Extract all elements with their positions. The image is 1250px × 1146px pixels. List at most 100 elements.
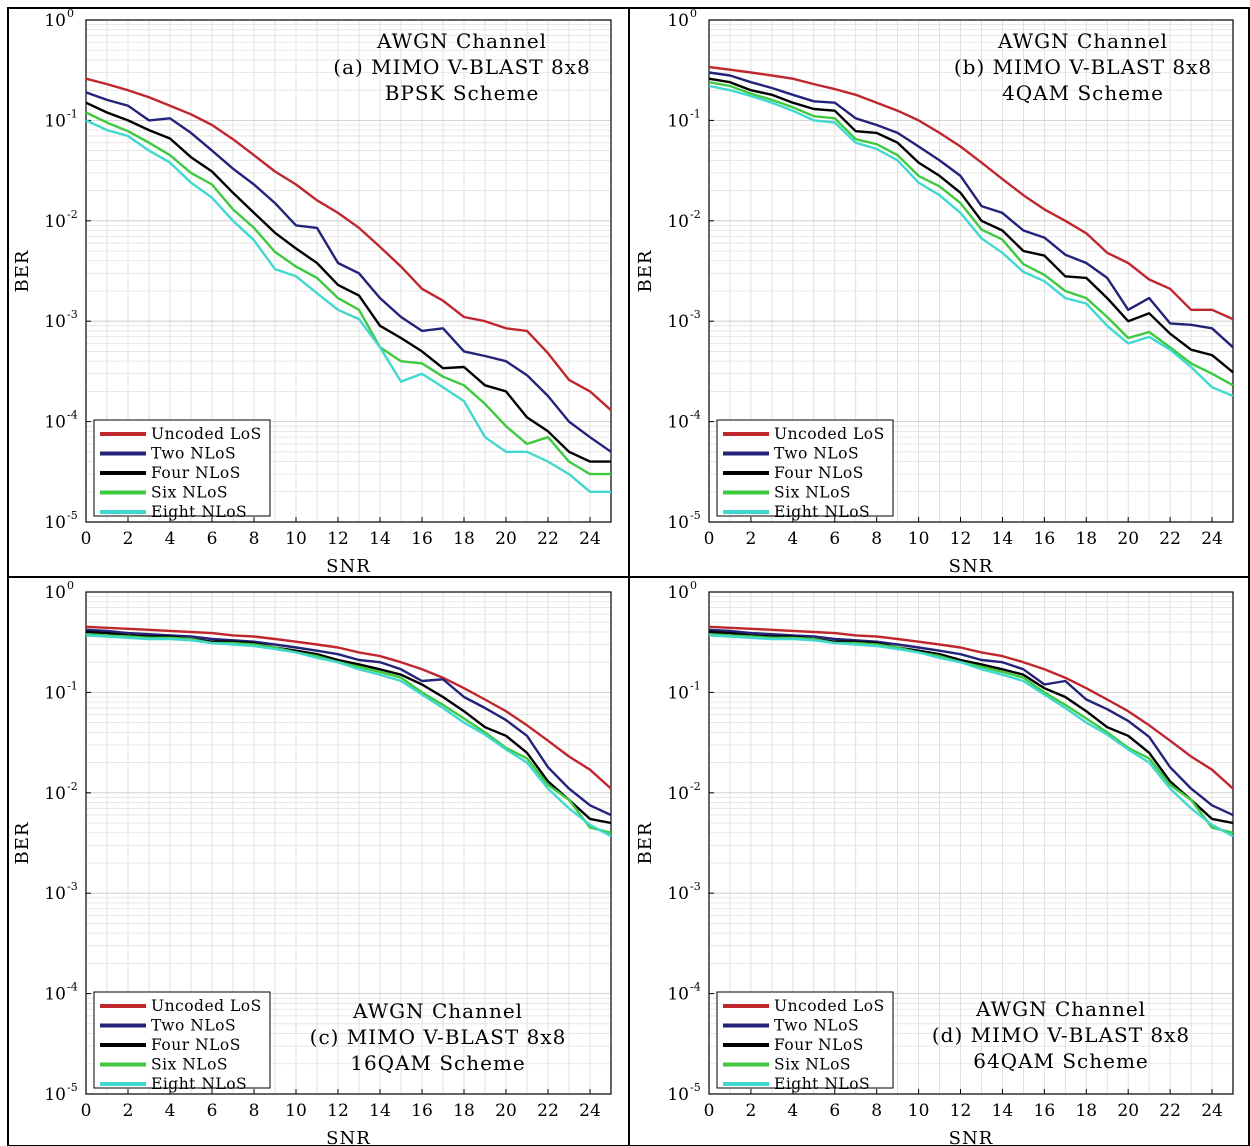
y-tick-base: 10 [667,784,689,804]
x-tick-label: 4 [165,529,176,549]
x-tick-label: 22 [537,529,559,549]
y-tick-label: 10 [44,111,66,131]
y-tick-base: 10 [667,985,689,1005]
y-tick-label: 10 [44,413,66,433]
legend-label: Uncoded LoS [151,997,262,1015]
legend-label: Eight NLoS [774,1075,870,1093]
y-tick-label: 10 [44,513,66,533]
y-tick-label: 10 [44,1085,66,1105]
y-tick-exponent: -5 [67,509,78,522]
series-line-four-nlos [85,101,611,463]
annotation-line: (b) MIMO V-BLAST 8x8 [954,55,1212,79]
x-axis-label: SNR [326,1128,371,1146]
x-tick-label: 22 [537,1101,559,1121]
annotation-line: AWGN Channel [975,997,1146,1021]
legend-label: Eight NLoS [774,503,870,521]
x-tick-label: 6 [829,529,840,549]
x-tick-label: 4 [787,1101,798,1121]
y-tick-exponent: -2 [67,780,78,793]
x-tick-label: 0 [704,1101,715,1121]
y-tick-label: 10 [44,312,66,332]
y-axis-label: BER [12,250,33,293]
y-tick-label: 10 [667,884,689,904]
y-tick-exponent: -1 [690,107,701,120]
y-tick-label: 10 [667,312,689,332]
y-tick-label: 10 [44,784,66,804]
axes-box [708,591,1234,1095]
y-tick-base: 10 [44,784,66,804]
series-line-uncoded-los [708,65,1234,321]
x-tick-label: 20 [1117,529,1139,549]
x-tick-label: 4 [787,529,798,549]
x-tick-label: 14 [369,1101,391,1121]
y-tick-base: 10 [667,312,689,332]
legend-label: Uncoded LoS [774,425,885,443]
x-tick-label: 10 [285,1101,307,1121]
x-tick-label: 8 [871,1101,882,1121]
y-tick-label: 10 [667,784,689,804]
x-tick-label: 12 [327,1101,349,1121]
y-tick-label: 10 [667,111,689,131]
x-tick-label: 16 [411,529,433,549]
y-tick-exponent: 0 [690,579,697,592]
x-tick-label: 16 [411,1101,433,1121]
y-tick-base: 10 [667,513,689,533]
x-tick-label: 2 [746,529,757,549]
x-tick-label: 6 [207,1101,218,1121]
legend-label: Four NLoS [774,1036,864,1054]
y-tick-exponent: -1 [67,679,78,692]
series-line-uncoded-los [708,625,1234,790]
x-tick-label: 8 [249,529,260,549]
axes-box [708,19,1234,523]
legend-label: Six NLoS [151,1056,228,1074]
x-tick-label: 14 [369,529,391,549]
legend-label: Eight NLoS [151,1075,247,1093]
y-tick-label: 10 [44,583,66,603]
y-tick-base: 10 [44,683,66,703]
y-tick-base: 10 [667,884,689,904]
series-line-uncoded-los [85,625,612,790]
x-tick-label: 0 [81,529,92,549]
x-tick-label: 22 [1159,529,1181,549]
x-axis-label: SNR [949,1128,994,1146]
legend-label: Six NLoS [151,484,228,502]
x-tick-label: 0 [704,529,715,549]
legend-label: Two NLoS [151,1017,236,1035]
legend-label: Four NLoS [151,1036,241,1054]
y-tick-base: 10 [667,1085,689,1105]
series-line-eight-nlos [85,634,612,838]
y-tick-label: 10 [44,212,66,232]
annotation-line: 64QAM Scheme [973,1049,1149,1073]
axes-box [85,591,612,1095]
y-tick-exponent: -2 [690,780,701,793]
x-tick-label: 16 [1034,1101,1056,1121]
y-tick-base: 10 [44,11,66,31]
x-tick-label: 20 [1117,1101,1139,1121]
y-tick-base: 10 [667,583,689,603]
y-tick-exponent: -2 [67,208,78,221]
y-tick-label: 10 [667,212,689,232]
x-tick-label: 20 [495,1101,517,1121]
annotation-line: (d) MIMO V-BLAST 8x8 [932,1023,1190,1047]
y-tick-label: 10 [44,683,66,703]
x-tick-label: 22 [1159,1101,1181,1121]
y-tick-exponent: -3 [690,880,701,893]
y-tick-label: 10 [667,985,689,1005]
x-tick-label: 16 [1034,529,1056,549]
y-tick-base: 10 [667,11,689,31]
x-tick-label: 24 [579,529,601,549]
x-axis-label: SNR [949,556,994,577]
x-tick-label: 24 [579,1101,601,1121]
y-tick-label: 10 [44,985,66,1005]
x-tick-label: 6 [207,529,218,549]
y-tick-exponent: -4 [690,981,701,994]
y-tick-base: 10 [44,884,66,904]
y-tick-exponent: 0 [67,579,74,592]
annotation-line: (a) MIMO V-BLAST 8x8 [333,55,590,79]
annotation-line: (c) MIMO V-BLAST 8x8 [310,1025,567,1049]
